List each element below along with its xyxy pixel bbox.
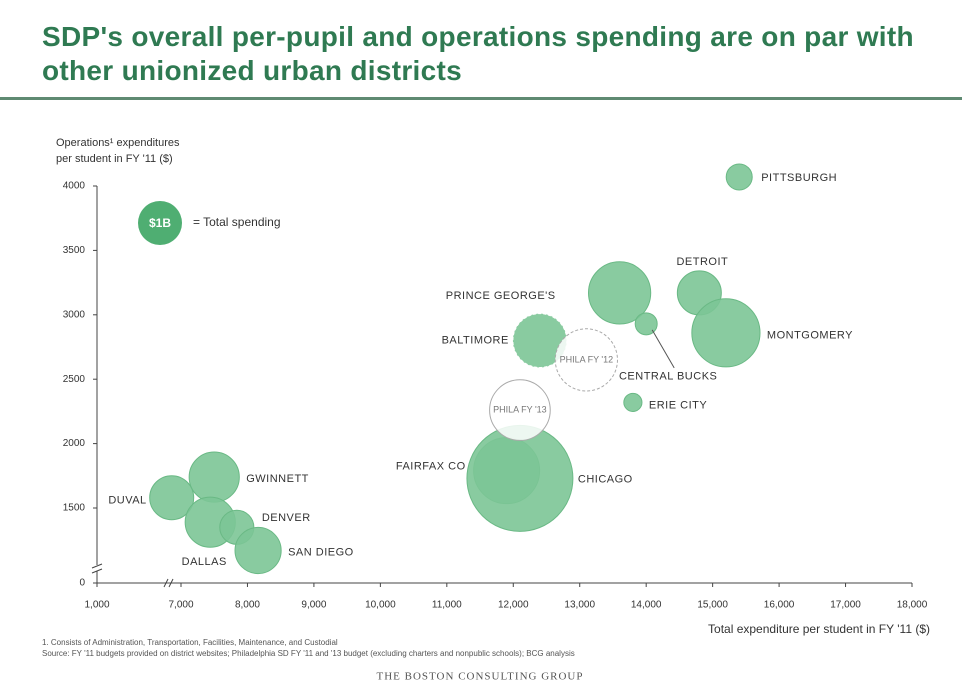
break-mark xyxy=(168,578,174,588)
x-tick-label: 15,000 xyxy=(697,600,728,611)
y-tick-label: 3500 xyxy=(63,245,86,256)
break-mark xyxy=(91,568,103,574)
x-tick-label: 1,000 xyxy=(84,600,109,611)
y-tick-label: 1500 xyxy=(63,503,86,514)
point-label: ERIE CITY xyxy=(649,399,707,411)
bubble xyxy=(234,526,282,575)
point-label: PHILA FY '13 xyxy=(493,404,547,414)
point-label: DENVER xyxy=(262,512,311,524)
y-tick-label: 4000 xyxy=(63,181,86,192)
y-tick-label: 2000 xyxy=(63,438,86,449)
point-label: DUVAL xyxy=(108,495,146,507)
bubble xyxy=(691,298,761,368)
bubble xyxy=(587,261,652,325)
legend-bubble xyxy=(138,201,182,245)
point-label: CENTRAL BUCKS xyxy=(619,371,717,383)
point-label: BALTIMORE xyxy=(442,334,509,346)
legend-text: = Total spending xyxy=(193,215,281,229)
bubble xyxy=(554,328,618,392)
bubble xyxy=(188,451,240,503)
y-tick-label: 2500 xyxy=(63,374,86,385)
point-label: CHICAGO xyxy=(578,473,633,485)
x-tick-label: 16,000 xyxy=(764,600,795,611)
point-label: DETROIT xyxy=(676,256,728,268)
x-tick-label: 17,000 xyxy=(830,600,861,611)
x-tick-label: 11,000 xyxy=(432,600,462,611)
bubble xyxy=(149,475,195,521)
x-tick-label: 8,000 xyxy=(235,600,260,611)
point-label: PHILA FY '12 xyxy=(560,354,614,364)
x-tick-label: 7,000 xyxy=(168,600,193,611)
x-tick-label: 18,000 xyxy=(897,600,928,611)
leader-line xyxy=(651,329,675,369)
axis-break xyxy=(91,563,174,588)
point-label: DALLAS xyxy=(182,556,227,568)
point-label: SAN DIEGO xyxy=(288,546,354,558)
bubble xyxy=(634,312,658,336)
bubble xyxy=(466,424,574,532)
y-axis-label: per student in FY '11 ($) xyxy=(56,153,173,165)
point-label: MONTGOMERY xyxy=(767,330,853,342)
chart-title: SDP's overall per-pupil and operations s… xyxy=(42,21,914,86)
x-tick-label: 14,000 xyxy=(631,600,662,611)
point-label: GWINNETT xyxy=(246,473,309,485)
y-axis-label: Operations¹ expenditures xyxy=(56,137,180,149)
bubble xyxy=(623,392,643,412)
point-label: PRINCE GEORGE'S xyxy=(446,290,556,302)
title-rule xyxy=(0,97,962,100)
x-tick-label: 9,000 xyxy=(301,600,326,611)
break-mark xyxy=(91,563,103,569)
y-tick-label: 0 xyxy=(79,578,85,589)
logo: THE BOSTON CONSULTING GROUP xyxy=(377,671,584,683)
point-label: PITTSBURGH xyxy=(761,172,837,184)
x-axis-label: Total expenditure per student in FY '11 … xyxy=(708,622,930,636)
footnote: Source: FY '11 budgets provided on distr… xyxy=(42,649,575,658)
legend-label: $1B xyxy=(149,216,171,230)
x-tick-label: 12,000 xyxy=(498,600,529,611)
y-tick-label: 3000 xyxy=(63,309,86,320)
break-mark xyxy=(163,578,169,588)
bubble xyxy=(725,163,753,191)
footnote: 1. Consists of Administration, Transport… xyxy=(42,638,338,647)
x-tick-label: 13,000 xyxy=(564,600,595,611)
point-label: FAIRFAX CO xyxy=(396,461,466,473)
break-gap xyxy=(92,565,102,571)
x-tick-label: 10,000 xyxy=(365,600,396,611)
bubble xyxy=(489,379,551,441)
